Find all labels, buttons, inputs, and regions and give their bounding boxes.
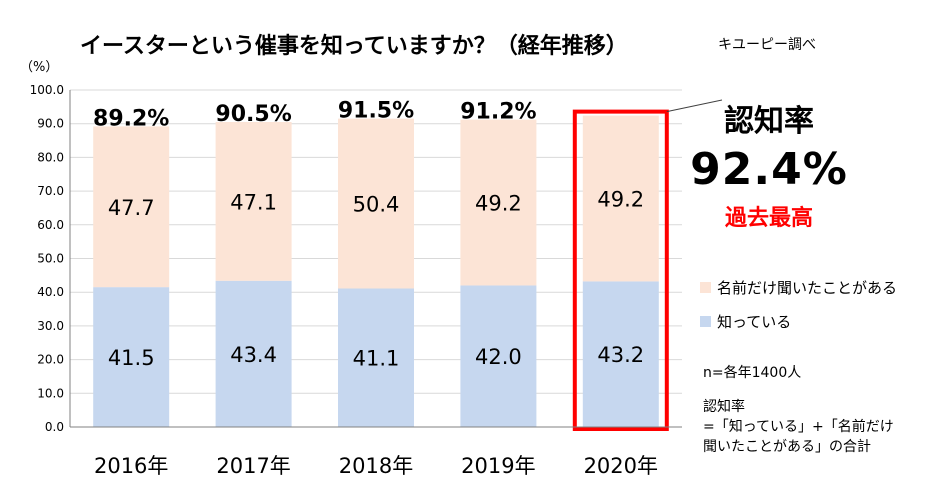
y-tick-label: 30.0 <box>37 319 64 333</box>
total-label: 90.5% <box>215 102 291 127</box>
source-credit: キユーピー調べ <box>718 37 816 53</box>
bar-heard <box>93 126 170 288</box>
bar-known <box>338 288 414 427</box>
definition-title: 認知率 <box>703 399 745 415</box>
y-tick-label: 40.0 <box>37 285 64 299</box>
data-label-heard: 49.2 <box>475 192 522 216</box>
bar-heard <box>460 119 537 286</box>
total-label: 89.2% <box>93 106 169 131</box>
y-tick-label: 10.0 <box>37 386 64 400</box>
x-tick-label: 2020年 <box>584 454 658 478</box>
legend-swatch-known <box>700 316 711 327</box>
definition-line-2: 聞いたことがある」の合計 <box>703 439 871 455</box>
legend-label-known: 知っている <box>717 313 792 331</box>
bar-heard <box>215 122 292 281</box>
y-tick-label: 60.0 <box>37 218 64 232</box>
y-tick-label: 100.0 <box>30 83 64 97</box>
y-tick-label: 90.0 <box>37 117 64 131</box>
y-tick-label: 70.0 <box>37 184 64 198</box>
x-tick-label: 2018年 <box>339 454 413 478</box>
legend-item-known: 知っている <box>700 311 791 332</box>
data-label-heard: 50.4 <box>353 193 400 217</box>
data-label-known: 42.0 <box>475 345 522 369</box>
legend-swatch-heard <box>700 282 711 293</box>
bar-heard <box>582 115 659 282</box>
bar-known <box>215 280 292 427</box>
sample-size-note: n=各年1400人 <box>703 365 802 381</box>
bar-heard <box>338 118 414 289</box>
data-label-known: 41.5 <box>108 346 155 370</box>
data-label-known: 43.4 <box>230 343 277 367</box>
y-tick-label: 0.0 <box>45 420 64 434</box>
bar-known <box>93 287 170 427</box>
awareness-rate-label: 認知率 <box>724 104 814 139</box>
definition-line-1: =「知っている」+「名前だけ <box>703 419 894 435</box>
data-label-heard: 49.2 <box>597 188 644 212</box>
data-label-known: 41.1 <box>353 347 400 371</box>
y-tick-label: 50.0 <box>37 252 64 266</box>
y-axis-unit: （%） <box>20 60 59 75</box>
x-tick-label: 2016年 <box>94 454 168 478</box>
legend-item-heard: 名前だけ聞いたことがある <box>700 277 897 298</box>
callout-leader-line <box>666 99 723 113</box>
y-tick-label: 20.0 <box>37 353 64 367</box>
total-label: 91.5% <box>338 99 414 124</box>
bar-known <box>460 285 537 427</box>
bar-known <box>582 281 659 427</box>
record-high-note: 過去最高 <box>724 206 813 231</box>
data-label-heard: 47.1 <box>230 190 277 214</box>
y-tick-label: 80.0 <box>37 150 64 164</box>
total-label: 91.2% <box>460 100 536 125</box>
chart-title: イースターという催事を知っていますか？（経年推移） <box>80 34 628 59</box>
highlight-box <box>572 109 669 431</box>
x-tick-label: 2019年 <box>461 454 535 478</box>
data-label-heard: 47.7 <box>108 196 155 220</box>
data-label-known: 43.2 <box>597 343 644 367</box>
legend-label-heard: 名前だけ聞いたことがある <box>717 279 898 297</box>
awareness-rate-value: 92.4% <box>690 144 848 195</box>
x-tick-label: 2017年 <box>216 454 290 478</box>
